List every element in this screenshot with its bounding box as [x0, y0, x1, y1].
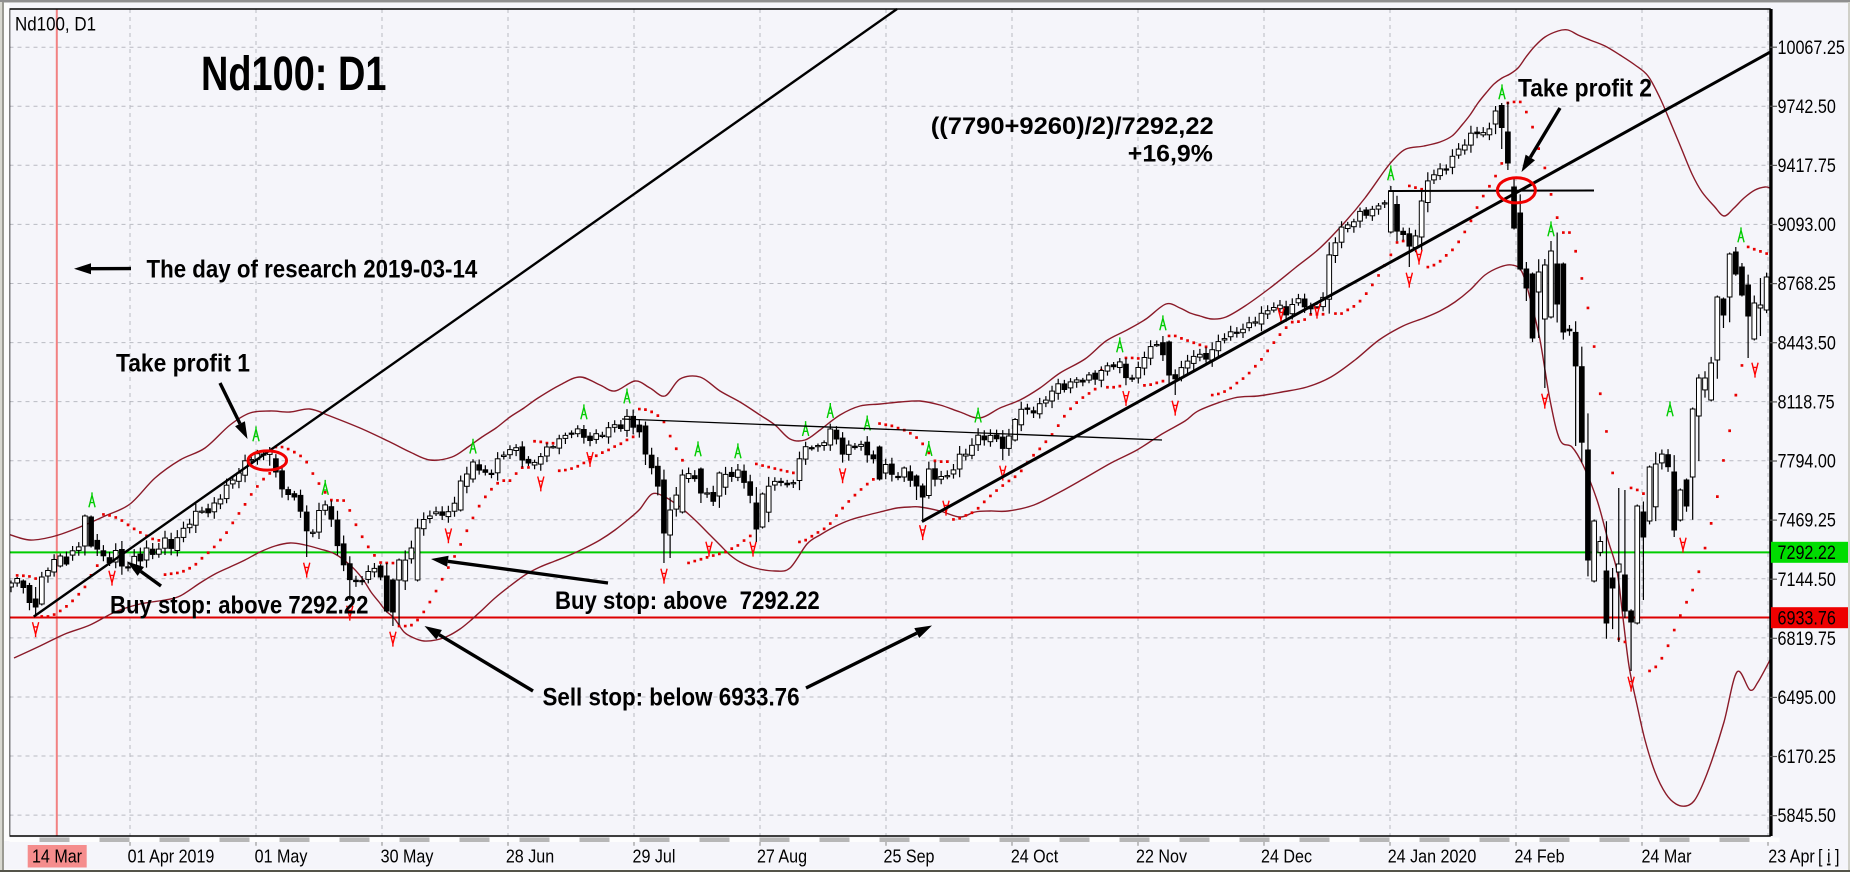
svg-text:Take profit 1: Take profit 1	[116, 350, 250, 378]
svg-text:6495.00: 6495.00	[1778, 687, 1837, 709]
svg-text:Take profit 2: Take profit 2	[1518, 75, 1652, 103]
svg-text:10067.25: 10067.25	[1778, 37, 1846, 59]
svg-text:01 May: 01 May	[255, 845, 308, 866]
svg-text:+16,9%: +16,9%	[1128, 141, 1213, 168]
svg-text:24 Mar: 24 Mar	[1641, 845, 1691, 866]
svg-text:29 Jul: 29 Jul	[633, 845, 676, 866]
svg-text:7292.22: 7292.22	[1778, 542, 1836, 564]
svg-text:8443.50: 8443.50	[1778, 332, 1837, 354]
svg-text:9093.00: 9093.00	[1778, 214, 1837, 236]
svg-text:24 Dec: 24 Dec	[1261, 845, 1312, 866]
svg-text:24 Jan 2020: 24 Jan 2020	[1388, 845, 1477, 866]
svg-text:8768.25: 8768.25	[1778, 273, 1837, 295]
svg-text:6819.75: 6819.75	[1778, 628, 1837, 650]
svg-text:27 Aug: 27 Aug	[757, 845, 807, 866]
svg-text:25 Sep: 25 Sep	[884, 845, 935, 866]
svg-text:Nd100: D1: Nd100: D1	[201, 48, 386, 101]
svg-text:9417.75: 9417.75	[1778, 155, 1837, 177]
svg-text:7469.25: 7469.25	[1778, 509, 1837, 531]
svg-text:Nd100, D1: Nd100, D1	[15, 14, 96, 35]
svg-text:The day of research 2019-03-14: The day of research 2019-03-14	[147, 256, 479, 283]
svg-text:01 Apr 2019: 01 Apr 2019	[128, 845, 215, 866]
svg-text:7144.50: 7144.50	[1778, 569, 1837, 591]
svg-text:6170.25: 6170.25	[1778, 746, 1837, 768]
svg-text:((7790+9260)/2)/7292,22: ((7790+9260)/2)/7292,22	[931, 112, 1214, 139]
svg-text:5845.50: 5845.50	[1778, 805, 1837, 827]
svg-text:14 Mar: 14 Mar	[32, 845, 82, 866]
svg-text:Buy stop: above 7292.22: Buy stop: above 7292.22	[555, 588, 820, 616]
svg-text:28 Jun: 28 Jun	[506, 845, 554, 866]
svg-text:6933.76: 6933.76	[1778, 607, 1837, 629]
svg-text:22 Nov: 22 Nov	[1136, 845, 1187, 866]
svg-text:24 Oct: 24 Oct	[1011, 845, 1059, 866]
svg-text:Buy stop: above 7292.22: Buy stop: above 7292.22	[110, 592, 368, 620]
svg-text:Sell stop: below 6933.76: Sell stop: below 6933.76	[543, 684, 800, 711]
svg-text:[ i ]: [ i ]	[1818, 845, 1839, 866]
svg-text:23 Apr: 23 Apr	[1768, 845, 1815, 866]
svg-text:9742.50: 9742.50	[1778, 96, 1837, 118]
svg-text:24 Feb: 24 Feb	[1514, 845, 1564, 866]
svg-text:30 May: 30 May	[381, 845, 434, 866]
svg-text:8118.75: 8118.75	[1778, 391, 1835, 413]
svg-text:7794.00: 7794.00	[1778, 450, 1837, 472]
